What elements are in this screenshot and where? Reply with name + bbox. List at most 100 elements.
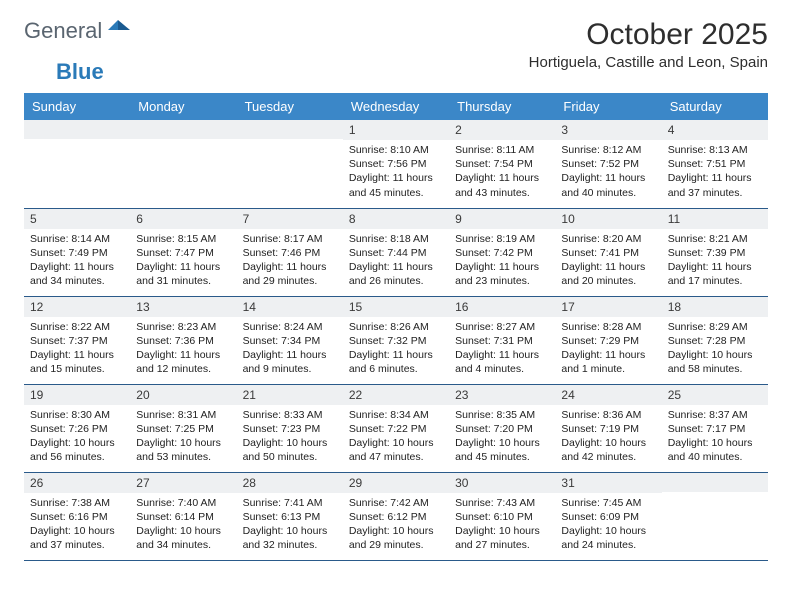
calendar-day-cell: 23Sunrise: 8:35 AMSunset: 7:20 PMDayligh… (449, 384, 555, 472)
calendar-day-cell: 1Sunrise: 8:10 AMSunset: 7:56 PMDaylight… (343, 120, 449, 208)
day-details: Sunrise: 7:38 AMSunset: 6:16 PMDaylight:… (24, 493, 130, 558)
day-number-bar (130, 120, 236, 139)
weekday-header: Sunday (24, 93, 130, 120)
day-number: 3 (555, 120, 661, 140)
day-details: Sunrise: 8:17 AMSunset: 7:46 PMDaylight:… (237, 229, 343, 294)
day-details: Sunrise: 7:43 AMSunset: 6:10 PMDaylight:… (449, 493, 555, 558)
day-number: 15 (343, 297, 449, 317)
weekday-header: Tuesday (237, 93, 343, 120)
day-number: 30 (449, 473, 555, 493)
day-details: Sunrise: 8:29 AMSunset: 7:28 PMDaylight:… (662, 317, 768, 382)
calendar-day-cell: 6Sunrise: 8:15 AMSunset: 7:47 PMDaylight… (130, 208, 236, 296)
calendar-day-cell: 15Sunrise: 8:26 AMSunset: 7:32 PMDayligh… (343, 296, 449, 384)
calendar-day-cell: 4Sunrise: 8:13 AMSunset: 7:51 PMDaylight… (662, 120, 768, 208)
weekday-header-row: SundayMondayTuesdayWednesdayThursdayFrid… (24, 93, 768, 120)
calendar-day-cell: 7Sunrise: 8:17 AMSunset: 7:46 PMDaylight… (237, 208, 343, 296)
day-number: 24 (555, 385, 661, 405)
day-details: Sunrise: 8:24 AMSunset: 7:34 PMDaylight:… (237, 317, 343, 382)
calendar-day-cell: 29Sunrise: 7:42 AMSunset: 6:12 PMDayligh… (343, 472, 449, 560)
calendar-day-cell: 16Sunrise: 8:27 AMSunset: 7:31 PMDayligh… (449, 296, 555, 384)
day-number: 2 (449, 120, 555, 140)
day-details: Sunrise: 8:36 AMSunset: 7:19 PMDaylight:… (555, 405, 661, 470)
day-details: Sunrise: 7:41 AMSunset: 6:13 PMDaylight:… (237, 493, 343, 558)
day-number: 9 (449, 209, 555, 229)
day-number: 18 (662, 297, 768, 317)
day-number: 14 (237, 297, 343, 317)
calendar-day-cell: 5Sunrise: 8:14 AMSunset: 7:49 PMDaylight… (24, 208, 130, 296)
day-number: 27 (130, 473, 236, 493)
day-number: 26 (24, 473, 130, 493)
day-number: 31 (555, 473, 661, 493)
calendar-week-row: 1Sunrise: 8:10 AMSunset: 7:56 PMDaylight… (24, 120, 768, 208)
calendar-day-cell: 30Sunrise: 7:43 AMSunset: 6:10 PMDayligh… (449, 472, 555, 560)
day-number-bar (237, 120, 343, 139)
calendar-day-cell: 8Sunrise: 8:18 AMSunset: 7:44 PMDaylight… (343, 208, 449, 296)
calendar-day-cell: 13Sunrise: 8:23 AMSunset: 7:36 PMDayligh… (130, 296, 236, 384)
weekday-header: Friday (555, 93, 661, 120)
calendar-day-cell: 18Sunrise: 8:29 AMSunset: 7:28 PMDayligh… (662, 296, 768, 384)
day-details: Sunrise: 8:33 AMSunset: 7:23 PMDaylight:… (237, 405, 343, 470)
day-number: 28 (237, 473, 343, 493)
day-details: Sunrise: 8:20 AMSunset: 7:41 PMDaylight:… (555, 229, 661, 294)
day-details: Sunrise: 8:28 AMSunset: 7:29 PMDaylight:… (555, 317, 661, 382)
day-details: Sunrise: 8:19 AMSunset: 7:42 PMDaylight:… (449, 229, 555, 294)
day-number: 6 (130, 209, 236, 229)
calendar-day-cell: 25Sunrise: 8:37 AMSunset: 7:17 PMDayligh… (662, 384, 768, 472)
calendar-day-cell: 27Sunrise: 7:40 AMSunset: 6:14 PMDayligh… (130, 472, 236, 560)
day-details: Sunrise: 8:31 AMSunset: 7:25 PMDaylight:… (130, 405, 236, 470)
calendar-day-cell: 12Sunrise: 8:22 AMSunset: 7:37 PMDayligh… (24, 296, 130, 384)
day-number: 5 (24, 209, 130, 229)
day-details: Sunrise: 8:11 AMSunset: 7:54 PMDaylight:… (449, 140, 555, 205)
day-details: Sunrise: 8:15 AMSunset: 7:47 PMDaylight:… (130, 229, 236, 294)
calendar-empty-cell (662, 472, 768, 560)
calendar-day-cell: 24Sunrise: 8:36 AMSunset: 7:19 PMDayligh… (555, 384, 661, 472)
calendar-day-cell: 17Sunrise: 8:28 AMSunset: 7:29 PMDayligh… (555, 296, 661, 384)
calendar-day-cell: 9Sunrise: 8:19 AMSunset: 7:42 PMDaylight… (449, 208, 555, 296)
day-details: Sunrise: 7:45 AMSunset: 6:09 PMDaylight:… (555, 493, 661, 558)
day-details: Sunrise: 8:18 AMSunset: 7:44 PMDaylight:… (343, 229, 449, 294)
day-details: Sunrise: 8:35 AMSunset: 7:20 PMDaylight:… (449, 405, 555, 470)
day-number: 22 (343, 385, 449, 405)
day-number: 4 (662, 120, 768, 140)
day-details: Sunrise: 8:34 AMSunset: 7:22 PMDaylight:… (343, 405, 449, 470)
calendar-empty-cell (24, 120, 130, 208)
day-number: 19 (24, 385, 130, 405)
calendar-day-cell: 20Sunrise: 8:31 AMSunset: 7:25 PMDayligh… (130, 384, 236, 472)
day-number: 12 (24, 297, 130, 317)
day-details: Sunrise: 7:40 AMSunset: 6:14 PMDaylight:… (130, 493, 236, 558)
weekday-header: Thursday (449, 93, 555, 120)
day-details: Sunrise: 7:42 AMSunset: 6:12 PMDaylight:… (343, 493, 449, 558)
day-details: Sunrise: 8:22 AMSunset: 7:37 PMDaylight:… (24, 317, 130, 382)
calendar-body: 1Sunrise: 8:10 AMSunset: 7:56 PMDaylight… (24, 120, 768, 560)
day-number: 7 (237, 209, 343, 229)
day-details: Sunrise: 8:12 AMSunset: 7:52 PMDaylight:… (555, 140, 661, 205)
day-number: 20 (130, 385, 236, 405)
calendar-day-cell: 31Sunrise: 7:45 AMSunset: 6:09 PMDayligh… (555, 472, 661, 560)
calendar-week-row: 5Sunrise: 8:14 AMSunset: 7:49 PMDaylight… (24, 208, 768, 296)
brand-mark-icon (108, 20, 130, 43)
day-details: Sunrise: 8:23 AMSunset: 7:36 PMDaylight:… (130, 317, 236, 382)
day-number-bar (662, 473, 768, 492)
calendar-day-cell: 19Sunrise: 8:30 AMSunset: 7:26 PMDayligh… (24, 384, 130, 472)
calendar-day-cell: 26Sunrise: 7:38 AMSunset: 6:16 PMDayligh… (24, 472, 130, 560)
calendar-page: General October 2025 Hortiguela, Castill… (0, 0, 792, 579)
calendar-day-cell: 21Sunrise: 8:33 AMSunset: 7:23 PMDayligh… (237, 384, 343, 472)
day-number: 1 (343, 120, 449, 140)
day-details: Sunrise: 8:10 AMSunset: 7:56 PMDaylight:… (343, 140, 449, 205)
day-number: 8 (343, 209, 449, 229)
weekday-header: Wednesday (343, 93, 449, 120)
day-number: 16 (449, 297, 555, 317)
calendar-day-cell: 14Sunrise: 8:24 AMSunset: 7:34 PMDayligh… (237, 296, 343, 384)
calendar-day-cell: 28Sunrise: 7:41 AMSunset: 6:13 PMDayligh… (237, 472, 343, 560)
calendar-week-row: 26Sunrise: 7:38 AMSunset: 6:16 PMDayligh… (24, 472, 768, 560)
calendar-day-cell: 3Sunrise: 8:12 AMSunset: 7:52 PMDaylight… (555, 120, 661, 208)
day-number: 23 (449, 385, 555, 405)
month-title: October 2025 (529, 18, 768, 52)
day-number: 13 (130, 297, 236, 317)
brand-part1: General (24, 18, 102, 44)
day-details: Sunrise: 8:13 AMSunset: 7:51 PMDaylight:… (662, 140, 768, 205)
calendar-day-cell: 10Sunrise: 8:20 AMSunset: 7:41 PMDayligh… (555, 208, 661, 296)
brand-part2: Blue (56, 59, 104, 84)
day-number: 29 (343, 473, 449, 493)
day-details: Sunrise: 8:27 AMSunset: 7:31 PMDaylight:… (449, 317, 555, 382)
